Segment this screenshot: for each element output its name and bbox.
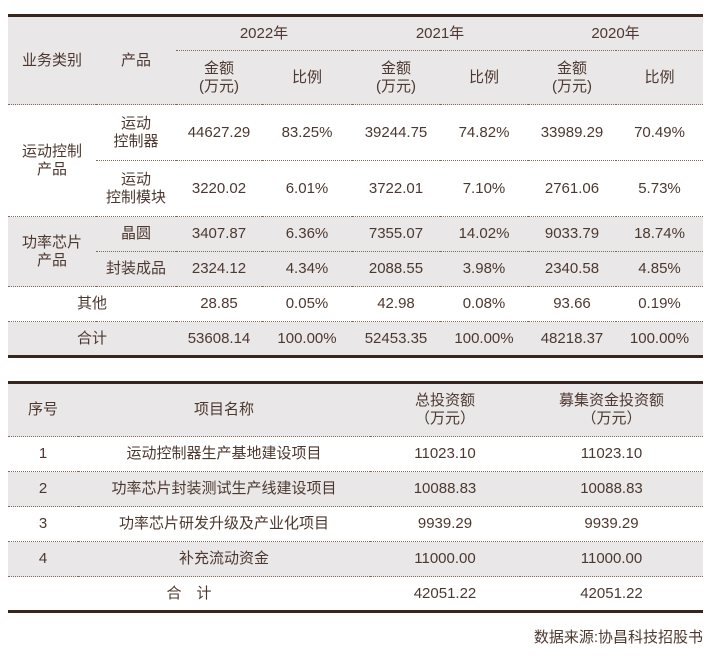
cell-value: 9939.29: [370, 506, 520, 542]
category-motion-control: 运动控制 产品: [8, 104, 96, 217]
table-row-other: 其他 28.85 0.05% 42.98 0.08% 93.66 0.19%: [8, 286, 703, 322]
table-header-row-years: 业务类别 产品 2022年 2021年 2020年: [8, 15, 703, 105]
cell-value: 3407.87: [176, 216, 262, 252]
table-row-motion-controller: 运动控制 产品 运动 控制器 44627.29 83.25% 39244.75 …: [8, 104, 703, 217]
cell-value: 39244.75: [352, 104, 440, 161]
cell-value: 100.00%: [277, 329, 337, 347]
header-no: 序号: [8, 382, 78, 437]
table-header-row-metrics: 金额 (万元) 比例 金额 (万元) 比例 金额 (万元) 比例: [8, 50, 703, 105]
table-header-row: 序号 项目名称 总投资额 （万元） 募集资金投资额 （万元）: [8, 382, 703, 437]
cell-value: 0.05%: [262, 286, 352, 322]
cell-value: 2761.06: [528, 160, 616, 217]
header-year-2020: 2020年: [528, 15, 703, 51]
header-amount-2021: 金额 (万元): [352, 50, 440, 105]
product-label: 封装成品: [96, 251, 176, 287]
cell-value: 9033.79: [528, 216, 616, 252]
table-row-motion-control-module: 运动 控制模块 3220.02 6.01% 3722.01 7.10% 2761…: [8, 160, 703, 217]
cell-value: 10088.83: [370, 471, 520, 507]
cell-value: 14.02%: [440, 216, 528, 252]
cell-value: 5.73%: [616, 160, 703, 217]
cell-value: 2324.12: [176, 251, 262, 287]
cell-value: 0.19%: [616, 286, 703, 322]
header-business-category: 业务类别: [8, 15, 96, 105]
page: 业务类别 产品 2022年 2021年 2020年 金额 (万元) 比例 金额 …: [8, 14, 703, 646]
row-label-other: 其他: [8, 286, 176, 322]
header-ratio-2020: 比例: [616, 50, 703, 105]
cell-value: 3.98%: [440, 251, 528, 287]
header-raised-funds: 募集资金投资额 （万元）: [520, 382, 703, 437]
category-power-chip: 功率芯片 产品: [8, 216, 96, 287]
cell-value: 52453.35: [364, 329, 428, 347]
cell-project-name: 功率芯片研发升级及产业化项目: [78, 506, 370, 542]
header-total-investment: 总投资额 （万元）: [370, 382, 520, 437]
table-row-project-2: 2 功率芯片封装测试生产线建设项目 10088.83 10088.83: [8, 471, 703, 507]
cell-value: 3220.02: [176, 160, 262, 217]
product-label: 晶圆: [96, 216, 176, 252]
revenue-by-category-table: 业务类别 产品 2022年 2021年 2020年 金额 (万元) 比例 金额 …: [8, 14, 703, 358]
header-amount-2022: 金额 (万元): [176, 50, 262, 105]
cell-no: 1: [8, 436, 78, 472]
header-amount-2020: 金额 (万元): [528, 50, 616, 105]
cell-value: 74.82%: [440, 104, 528, 161]
cell-value: 9939.29: [520, 506, 703, 542]
table-row-project-1: 1 运动控制器生产基地建设项目 11023.10 11023.10: [8, 436, 703, 472]
header-ratio-2022: 比例: [262, 50, 352, 105]
cell-value: 42051.22: [413, 584, 477, 602]
cell-value: 7.10%: [440, 160, 528, 217]
cell-value: 7355.07: [352, 216, 440, 252]
fundraising-projects-table: 序号 项目名称 总投资额 （万元） 募集资金投资额 （万元） 1 运动控制器生产…: [8, 381, 703, 613]
table-row-packaged-product: 封装成品 2324.12 4.34% 2088.55 3.98% 2340.58…: [8, 251, 703, 287]
cell-value: 28.85: [176, 286, 262, 322]
cell-no: 3: [8, 506, 78, 542]
table-row-project-4: 4 补充流动资金 11000.00 11000.00: [8, 541, 703, 577]
cell-value: 6.36%: [262, 216, 352, 252]
cell-value: 48218.37: [540, 329, 604, 347]
row-label-total: 合计: [76, 329, 107, 347]
row-label-total: 合 计: [166, 584, 212, 602]
cell-value: 93.66: [528, 286, 616, 322]
cell-value: 100.00%: [629, 329, 690, 347]
table-row-project-3: 3 功率芯片研发升级及产业化项目 9939.29 9939.29: [8, 506, 703, 542]
cell-project-name: 运动控制器生产基地建设项目: [78, 436, 370, 472]
header-year-2022: 2022年: [176, 15, 352, 51]
cell-value: 11000.00: [370, 541, 520, 577]
header-ratio-2021: 比例: [440, 50, 528, 105]
product-label: 运动 控制器: [96, 104, 176, 161]
table-row-wafer: 功率芯片 产品 晶圆 3407.87 6.36% 7355.07 14.02% …: [8, 216, 703, 287]
cell-no: 4: [8, 541, 78, 577]
cell-value: 33989.29: [528, 104, 616, 161]
header-project-name: 项目名称: [78, 382, 370, 437]
table-row-total: 合 计 42051.22 42051.22: [8, 577, 703, 612]
cell-value: 70.49%: [616, 104, 703, 161]
table-row-total: 合计 53608.14 100.00% 52453.35 100.00% 482…: [8, 321, 703, 357]
cell-value: 53608.14: [187, 329, 251, 347]
cell-value: 0.08%: [440, 286, 528, 322]
cell-value: 11023.10: [370, 436, 520, 472]
cell-value: 2088.55: [352, 251, 440, 287]
cell-value: 83.25%: [262, 104, 352, 161]
cell-value: 4.34%: [262, 251, 352, 287]
cell-no: 2: [8, 471, 78, 507]
cell-project-name: 功率芯片封装测试生产线建设项目: [78, 471, 370, 507]
header-product: 产品: [96, 15, 176, 105]
data-source-note: 数据来源:协昌科技招股书: [533, 629, 703, 646]
cell-value: 100.00%: [454, 329, 514, 347]
cell-value: 2340.58: [528, 251, 616, 287]
cell-value: 11000.00: [520, 541, 703, 577]
cell-project-name: 补充流动资金: [78, 541, 370, 577]
cell-value: 42051.22: [580, 584, 643, 602]
cell-value: 6.01%: [262, 160, 352, 217]
cell-value: 18.74%: [616, 216, 703, 252]
cell-value: 4.85%: [616, 251, 703, 287]
header-year-2021: 2021年: [352, 15, 528, 51]
cell-value: 10088.83: [520, 471, 703, 507]
product-label: 运动 控制模块: [96, 160, 176, 217]
cell-value: 11023.10: [520, 436, 703, 472]
cell-value: 44627.29: [176, 104, 262, 161]
cell-value: 42.98: [352, 286, 440, 322]
cell-value: 3722.01: [352, 160, 440, 217]
